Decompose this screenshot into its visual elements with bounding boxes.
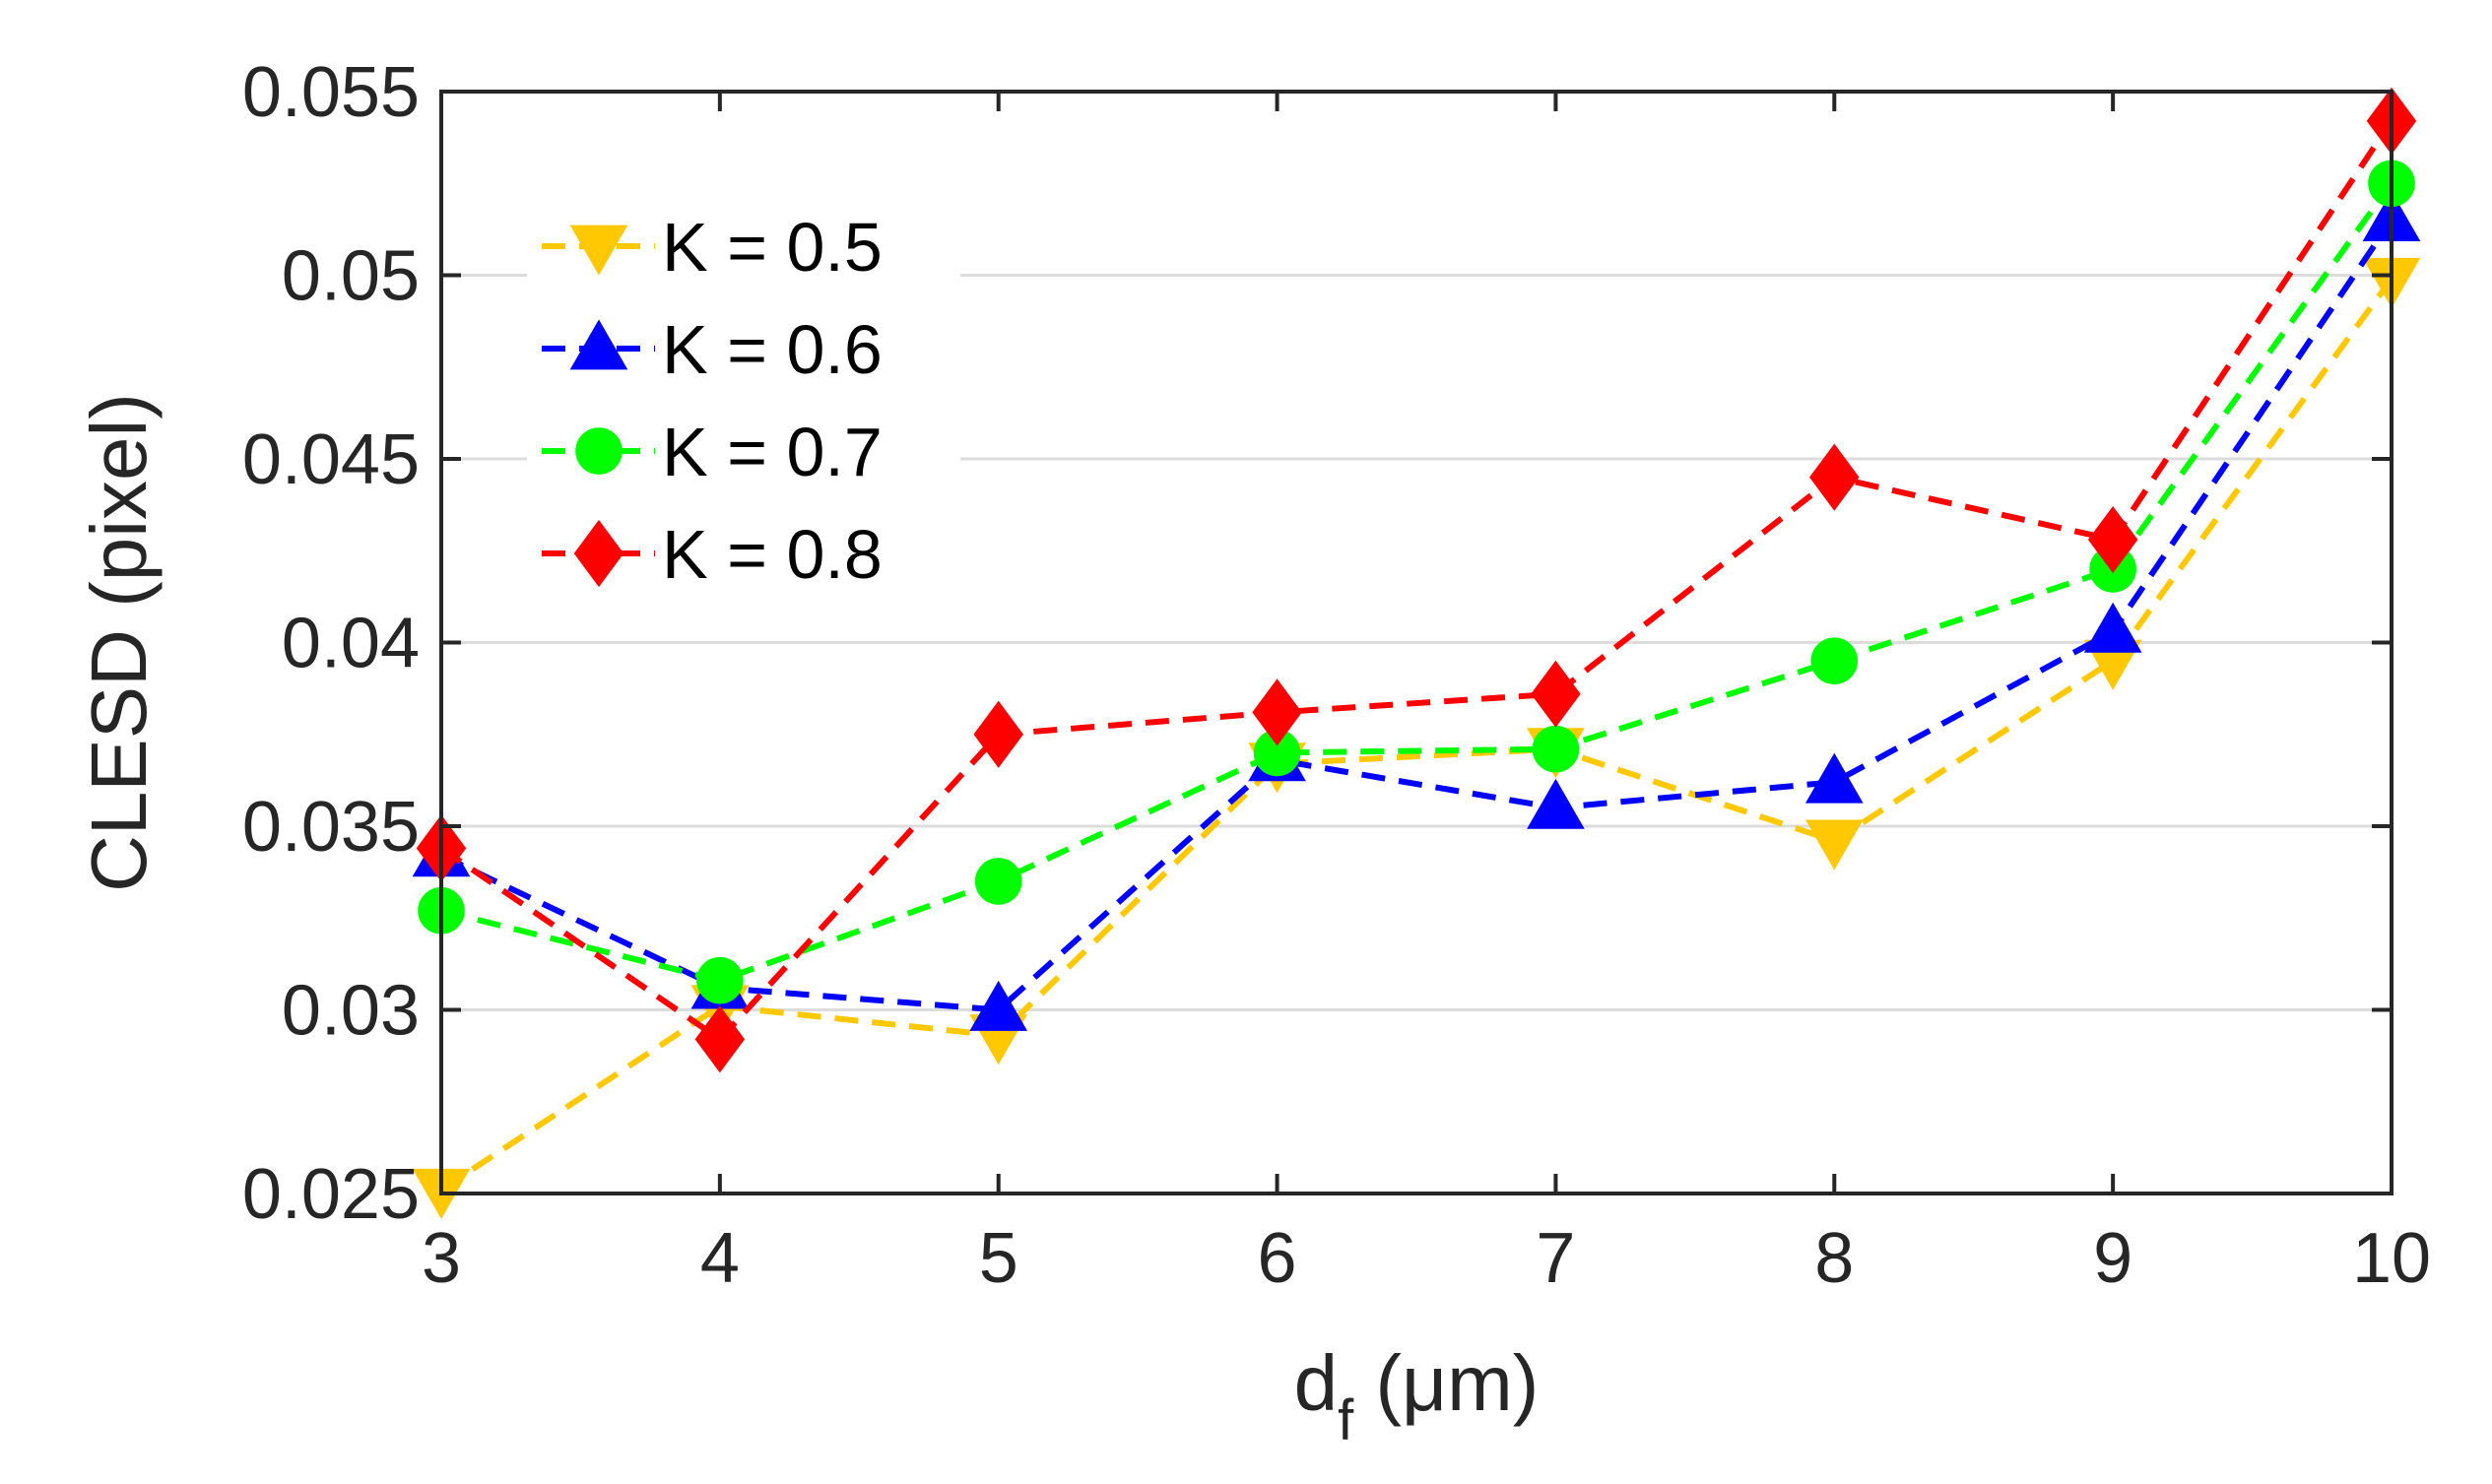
- legend-marker: [575, 427, 623, 475]
- legend: K = 0.5 K = 0.6 K = 0.7 K = 0.8: [527, 177, 960, 611]
- x-tick-label: 8: [1814, 1219, 1854, 1298]
- legend-label: K = 0.6: [662, 311, 883, 388]
- data-point: [1804, 819, 1864, 871]
- data-point: [1810, 637, 1859, 684]
- series-line: [439, 277, 2394, 1193]
- x-tick-label: 5: [979, 1219, 1018, 1298]
- x-axis-label-main: d: [1294, 1339, 1339, 1427]
- data-point: [1804, 752, 1864, 804]
- x-tick-label: 4: [700, 1219, 740, 1298]
- y-axis-label: CLESD (pixel): [75, 393, 163, 892]
- legend-item: K = 0.8: [542, 516, 883, 593]
- legend-label: K = 0.5: [662, 209, 883, 286]
- data-point: [696, 956, 744, 1004]
- x-tick-label: 7: [1536, 1219, 1575, 1298]
- data-point: [974, 858, 1022, 905]
- y-tick-label: 0.05: [282, 237, 420, 316]
- data-point: [1527, 778, 1585, 829]
- y-tick-label: 0.025: [242, 1155, 420, 1234]
- data-point: [1809, 443, 1860, 511]
- legend-item: K = 0.6: [542, 311, 883, 388]
- y-tick-label: 0.04: [282, 605, 420, 683]
- axis-ticks: 0.025 0.03 0.035 0.04 0.045 0.05 0.055 3 4 5 6 7 8 9 1…: [242, 53, 2431, 1298]
- data-point: [2083, 602, 2142, 653]
- legend-item: K = 0.5: [542, 209, 883, 286]
- x-tick-label: 6: [1258, 1219, 1297, 1298]
- series-line: [440, 181, 2394, 984]
- series-line: [439, 218, 2394, 1013]
- legend-label: K = 0.8: [662, 516, 883, 593]
- y-tick-label: 0.055: [242, 53, 420, 132]
- legend-marker: [569, 225, 628, 276]
- data-point: [1252, 678, 1302, 746]
- x-tick-label: 3: [422, 1219, 461, 1298]
- y-tick-label: 0.03: [282, 972, 420, 1051]
- data-point: [694, 1005, 746, 1073]
- x-axis-label-subscript: f: [1338, 1388, 1354, 1452]
- data-point: [969, 980, 1028, 1031]
- legend-label: K = 0.7: [662, 414, 883, 490]
- legend-item: K = 0.7: [542, 414, 883, 490]
- y-tick-label: 0.045: [242, 420, 420, 499]
- legend-marker: [573, 519, 624, 588]
- series-line: [439, 119, 2394, 1044]
- x-tick-label: 10: [2352, 1219, 2431, 1298]
- data-point: [973, 700, 1023, 768]
- series-k-0-8: [416, 87, 2417, 1073]
- legend-marker: [569, 319, 628, 370]
- data-point: [1532, 725, 1580, 773]
- y-tick-label: 0.035: [242, 788, 420, 867]
- data-point: [1531, 660, 1581, 728]
- x-axis-label-unit: (μm): [1353, 1339, 1539, 1427]
- x-tick-label: 9: [2093, 1219, 2132, 1298]
- data-point: [2087, 505, 2138, 574]
- x-axis-label: df (μm): [1294, 1339, 1540, 1452]
